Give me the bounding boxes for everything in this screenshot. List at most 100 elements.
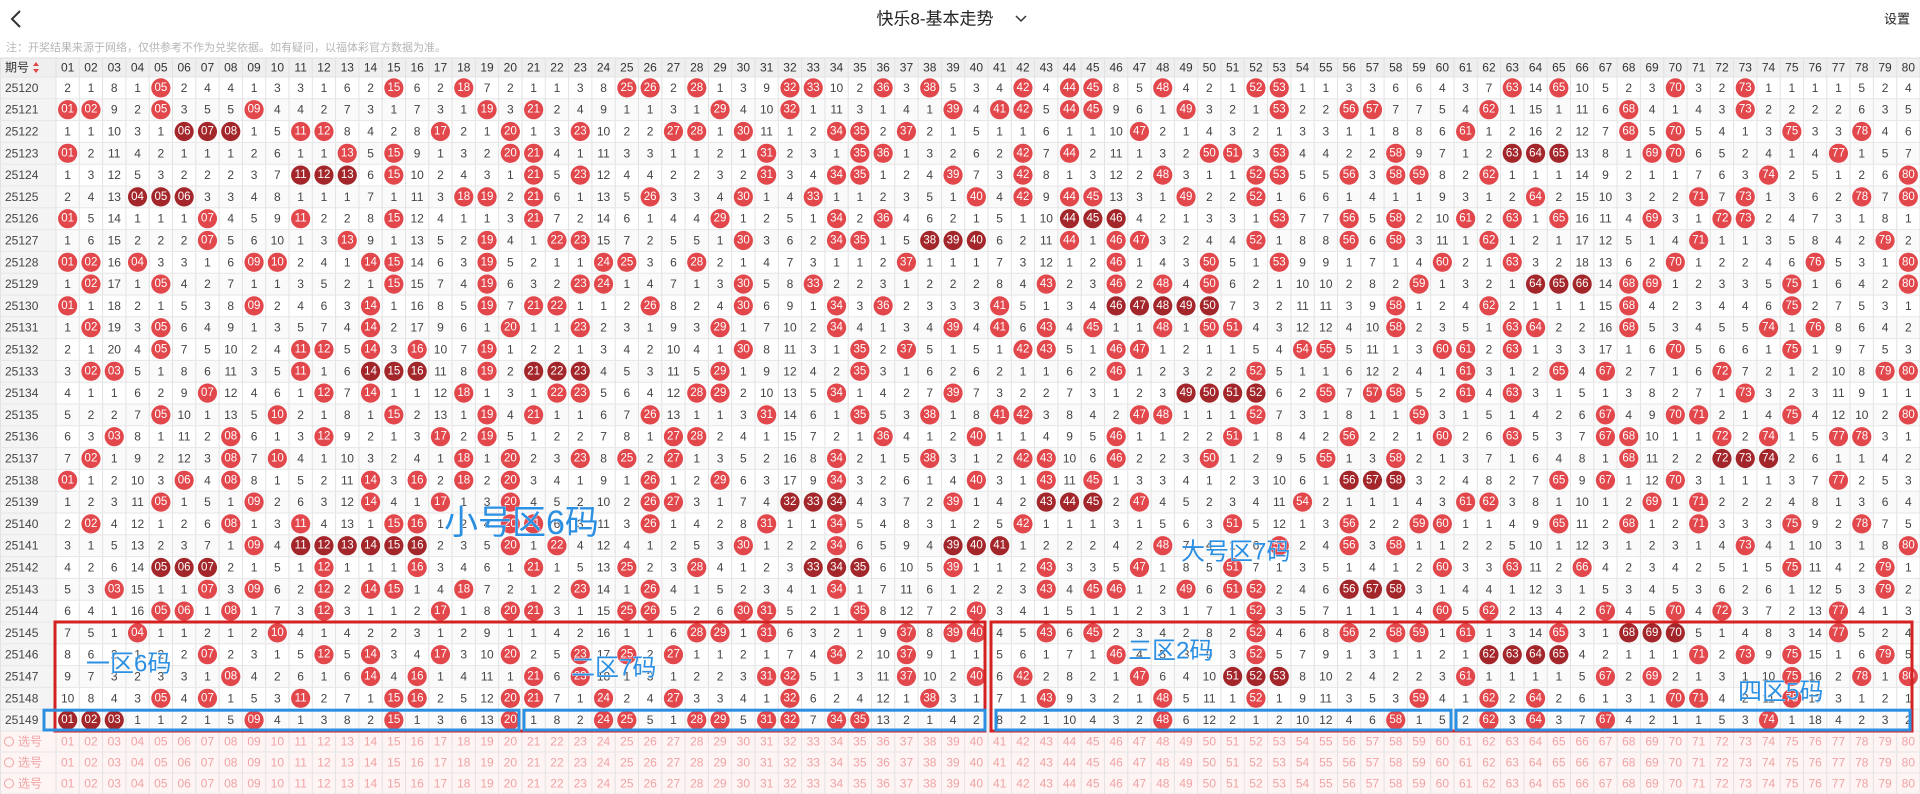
select-number[interactable]: 14 (364, 756, 378, 770)
select-number[interactable]: 56 (1342, 735, 1356, 749)
select-number[interactable]: 74 (1762, 756, 1776, 770)
select-number[interactable]: 35 (853, 735, 867, 749)
select-number[interactable]: 37 (900, 756, 914, 770)
select-number[interactable]: 24 (597, 735, 611, 749)
select-number[interactable]: 23 (574, 777, 588, 791)
select-number[interactable]: 53 (1273, 735, 1287, 749)
select-number[interactable]: 65 (1552, 735, 1566, 749)
select-number[interactable]: 72 (1715, 777, 1729, 791)
select-number[interactable]: 24 (597, 756, 611, 770)
select-number[interactable]: 55 (1319, 777, 1333, 791)
select-number[interactable]: 60 (1436, 777, 1450, 791)
select-number[interactable]: 01 (61, 777, 75, 791)
select-number[interactable]: 14 (364, 735, 378, 749)
select-number[interactable]: 48 (1156, 735, 1170, 749)
select-number[interactable]: 40 (970, 735, 984, 749)
select-number[interactable]: 11 (294, 735, 307, 749)
select-number[interactable]: 16 (410, 777, 424, 791)
select-number[interactable]: 03 (108, 735, 122, 749)
select-number[interactable]: 79 (1878, 777, 1892, 791)
select-number[interactable]: 53 (1273, 777, 1287, 791)
select-number[interactable]: 46 (1109, 777, 1123, 791)
select-number[interactable]: 10 (271, 735, 285, 749)
select-number[interactable]: 61 (1459, 735, 1473, 749)
select-number[interactable]: 37 (900, 735, 914, 749)
select-number[interactable]: 22 (550, 777, 564, 791)
select-number[interactable]: 70 (1669, 735, 1683, 749)
select-number[interactable]: 18 (457, 756, 471, 770)
select-number[interactable]: 43 (1040, 777, 1054, 791)
select-number[interactable]: 40 (970, 777, 984, 791)
select-number[interactable]: 57 (1366, 777, 1380, 791)
select-number[interactable]: 40 (970, 756, 984, 770)
select-number[interactable]: 68 (1622, 756, 1636, 770)
select-number[interactable]: 04 (131, 756, 145, 770)
select-number[interactable]: 06 (177, 735, 191, 749)
select-number[interactable]: 35 (853, 756, 867, 770)
select-number[interactable]: 07 (201, 735, 215, 749)
select-number[interactable]: 33 (807, 735, 821, 749)
select-number[interactable]: 35 (853, 777, 867, 791)
select-number[interactable]: 15 (387, 777, 401, 791)
select-number[interactable]: 05 (154, 777, 168, 791)
select-number[interactable]: 38 (923, 735, 937, 749)
select-number[interactable]: 36 (876, 756, 890, 770)
select-number[interactable]: 49 (1179, 777, 1193, 791)
page-title[interactable]: 快乐8-基本走势 (876, 10, 993, 29)
select-number[interactable]: 42 (1016, 777, 1030, 791)
select-number[interactable]: 69 (1645, 777, 1659, 791)
select-number[interactable]: 76 (1808, 777, 1822, 791)
select-number[interactable]: 62 (1482, 777, 1496, 791)
select-number[interactable]: 75 (1785, 777, 1799, 791)
select-number[interactable]: 03 (108, 777, 122, 791)
select-number[interactable]: 25 (620, 756, 634, 770)
select-number[interactable]: 58 (1389, 756, 1403, 770)
select-number[interactable]: 12 (317, 756, 331, 770)
select-number[interactable]: 22 (550, 735, 564, 749)
select-number[interactable]: 16 (410, 756, 424, 770)
select-number[interactable]: 63 (1506, 777, 1520, 791)
select-number[interactable]: 56 (1342, 756, 1356, 770)
select-number[interactable]: 27 (667, 735, 681, 749)
select-number[interactable]: 59 (1412, 756, 1426, 770)
select-number[interactable]: 48 (1156, 777, 1170, 791)
select-number[interactable]: 45 (1086, 756, 1100, 770)
select-number[interactable]: 48 (1156, 756, 1170, 770)
select-number[interactable]: 52 (1249, 756, 1263, 770)
select-number[interactable]: 77 (1832, 777, 1846, 791)
select-number[interactable]: 72 (1715, 756, 1729, 770)
select-number[interactable]: 46 (1109, 756, 1123, 770)
select-number[interactable]: 41 (993, 777, 1007, 791)
select-number[interactable]: 44 (1063, 777, 1077, 791)
select-number[interactable]: 17 (434, 777, 448, 791)
select-number[interactable]: 54 (1296, 777, 1310, 791)
select-number[interactable]: 28 (690, 735, 704, 749)
select-number[interactable]: 59 (1412, 735, 1426, 749)
select-number[interactable]: 80 (1902, 756, 1916, 770)
select-number[interactable]: 49 (1179, 735, 1193, 749)
select-number[interactable]: 51 (1226, 777, 1240, 791)
select-number[interactable]: 64 (1529, 777, 1543, 791)
select-number[interactable]: 60 (1436, 756, 1450, 770)
select-number[interactable]: 52 (1249, 777, 1263, 791)
select-number[interactable]: 23 (574, 756, 588, 770)
select-number[interactable]: 80 (1902, 735, 1916, 749)
select-number[interactable]: 78 (1855, 735, 1869, 749)
select-number[interactable]: 51 (1226, 756, 1240, 770)
select-number[interactable]: 58 (1389, 777, 1403, 791)
select-number[interactable]: 05 (154, 735, 168, 749)
select-number[interactable]: 29 (713, 756, 727, 770)
select-number[interactable]: 03 (108, 756, 122, 770)
select-number[interactable]: 17 (434, 735, 448, 749)
select-number[interactable]: 47 (1133, 735, 1147, 749)
select-number[interactable]: 06 (177, 777, 191, 791)
select-number[interactable]: 23 (574, 735, 588, 749)
select-number[interactable]: 63 (1506, 735, 1520, 749)
select-number[interactable]: 32 (783, 735, 797, 749)
select-number[interactable]: 74 (1762, 735, 1776, 749)
select-number[interactable]: 73 (1739, 756, 1753, 770)
select-number[interactable]: 13 (341, 735, 355, 749)
select-number[interactable]: 61 (1459, 777, 1473, 791)
select-number[interactable]: 32 (783, 777, 797, 791)
select-number[interactable]: 04 (131, 777, 145, 791)
